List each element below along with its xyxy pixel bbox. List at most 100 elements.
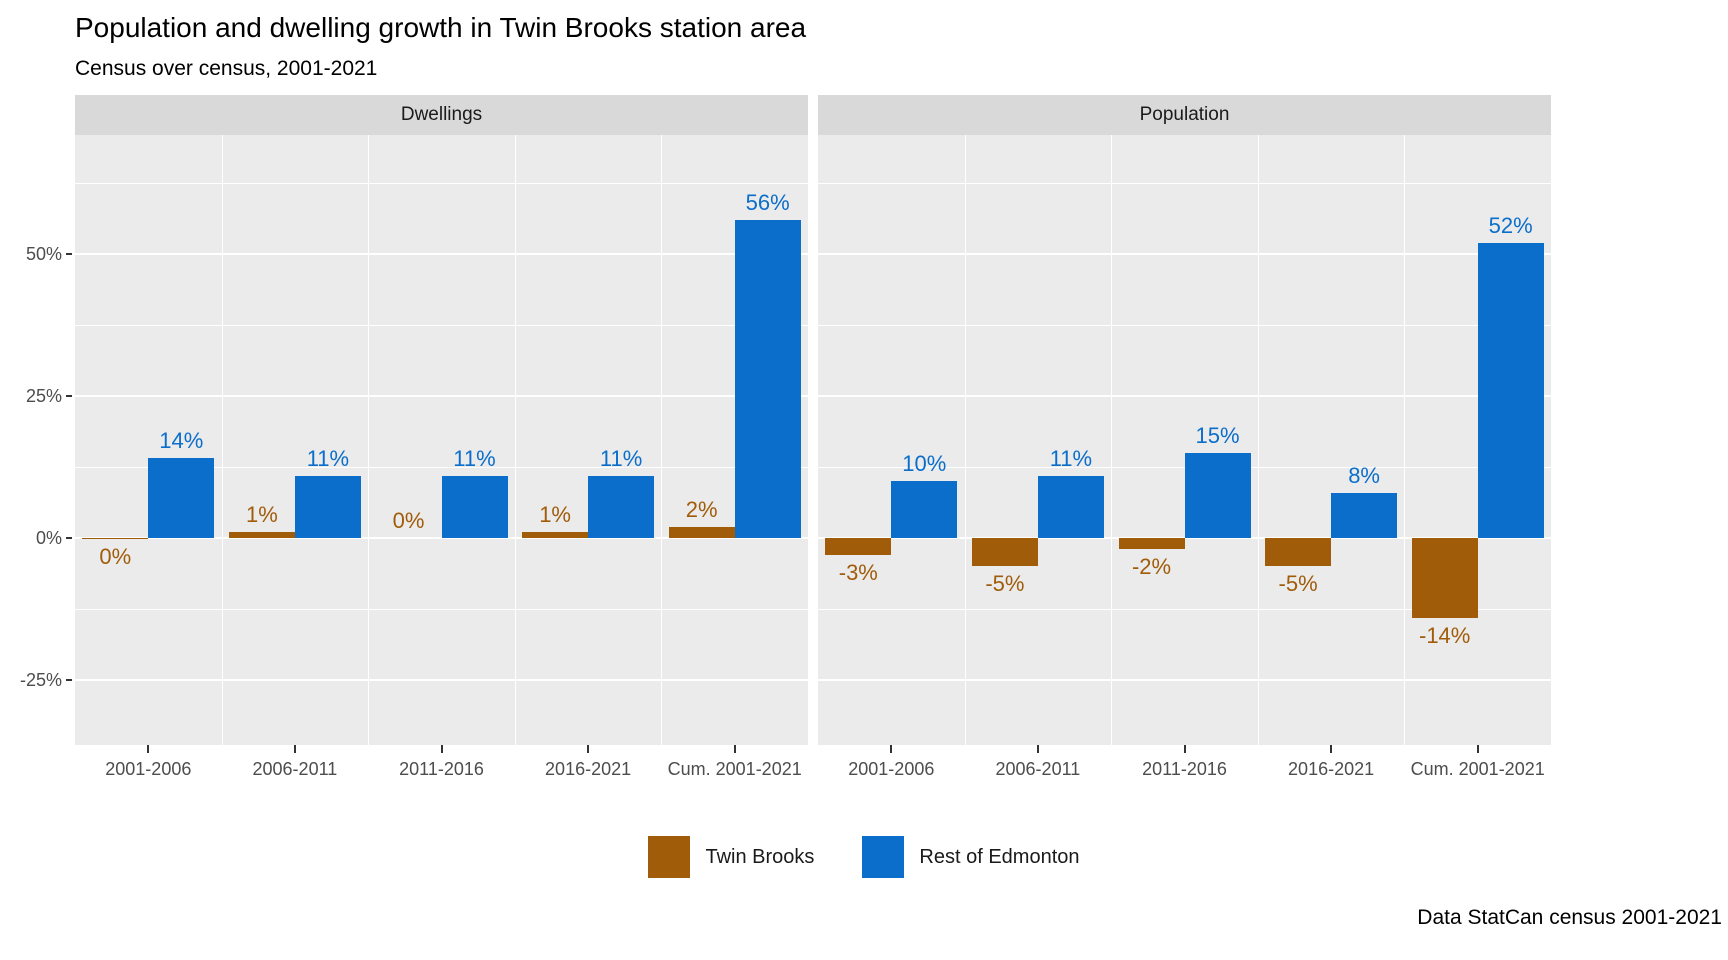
y-tick-label: 0% bbox=[35, 528, 62, 548]
minor-gridline bbox=[75, 183, 808, 184]
legend: Twin Brooks Rest of Edmonton bbox=[0, 836, 1728, 878]
legend-label: Twin Brooks bbox=[705, 845, 815, 868]
x-tick-mark bbox=[733, 745, 736, 753]
bar bbox=[588, 475, 655, 538]
minor-gridline bbox=[818, 183, 1551, 184]
bar-value-label: 56% bbox=[745, 189, 790, 215]
legend-label: Rest of Edmonton bbox=[919, 845, 1080, 868]
bar bbox=[441, 475, 508, 538]
x-tick-label: 2016-2021 bbox=[1288, 759, 1375, 779]
x-tick-mark bbox=[890, 745, 893, 753]
bar-value-label: -5% bbox=[985, 571, 1025, 597]
minor-gridline bbox=[75, 325, 808, 326]
bar bbox=[1411, 538, 1478, 618]
x-tick-mark bbox=[1330, 745, 1333, 753]
bar-value-label: 52% bbox=[1488, 212, 1533, 238]
bar-value-label: 1% bbox=[245, 502, 278, 528]
x-tick-mark bbox=[147, 745, 150, 753]
caption: Data StatCan census 2001-2021 bbox=[1417, 906, 1722, 929]
bar-value-label: 10% bbox=[902, 451, 947, 477]
y-tick-mark bbox=[66, 253, 72, 255]
bar bbox=[1118, 538, 1185, 550]
bar bbox=[228, 532, 295, 538]
x-tick-mark bbox=[1036, 745, 1039, 753]
x-tick-label: 2011-2016 bbox=[1142, 759, 1227, 779]
bar bbox=[825, 538, 892, 556]
bar bbox=[148, 458, 215, 538]
bar bbox=[668, 526, 735, 538]
major-gridline bbox=[818, 395, 1551, 397]
bar-value-label: -14% bbox=[1419, 622, 1471, 648]
chart-subtitle: Census over census, 2001-2021 bbox=[75, 57, 378, 80]
bar bbox=[971, 538, 1038, 567]
vertical-gridline bbox=[221, 135, 223, 745]
minor-gridline bbox=[818, 609, 1551, 610]
vertical-gridline bbox=[1257, 135, 1259, 745]
bar-value-label: 0% bbox=[99, 544, 132, 570]
major-gridline bbox=[75, 395, 808, 397]
y-tick-label: -25% bbox=[19, 670, 62, 690]
facet-panel: Dwellings 0% 1% 0% 1% 2% 14% 11% 11% 11% 56% 2001-2… bbox=[75, 95, 808, 797]
major-gridline bbox=[818, 679, 1551, 681]
y-tick-mark bbox=[66, 679, 72, 681]
vertical-gridline bbox=[368, 135, 370, 745]
bar bbox=[1477, 242, 1544, 538]
bar bbox=[1265, 538, 1332, 567]
vertical-gridline bbox=[514, 135, 516, 745]
x-tick-mark bbox=[587, 745, 590, 753]
bar-value-label: -2% bbox=[1131, 554, 1172, 580]
bar-value-label: 0% bbox=[392, 508, 425, 533]
legend-item: Twin Brooks bbox=[648, 836, 814, 878]
bar-value-label: -3% bbox=[838, 560, 878, 586]
vertical-gridline bbox=[1404, 135, 1406, 745]
minor-gridline bbox=[75, 467, 808, 468]
bar-value-label: 11% bbox=[306, 445, 350, 471]
y-tick-label: 50% bbox=[25, 244, 62, 264]
bar bbox=[82, 538, 149, 540]
vertical-gridline bbox=[1111, 135, 1113, 745]
x-tick-label: 2006-2011 bbox=[995, 759, 1081, 779]
chart-title: Population and dwelling growth in Twin B… bbox=[75, 12, 807, 43]
x-tick-label: 2001-2006 bbox=[105, 759, 192, 779]
legend-swatch bbox=[648, 836, 691, 878]
bar-value-label: 11% bbox=[453, 445, 496, 471]
bar bbox=[1037, 475, 1104, 538]
x-axis: 2001-2006 2006-2011 2011-2016 2016-2021 Cum.… bbox=[75, 745, 808, 797]
bar bbox=[1331, 492, 1398, 538]
plot-area: 0% 1% 0% 1% 2% 14% 11% 11% 11% 56% bbox=[75, 135, 808, 745]
y-tick-label: 25% bbox=[25, 386, 62, 406]
legend-item: Rest of Edmonton bbox=[862, 836, 1080, 878]
x-tick-label: 2016-2021 bbox=[545, 759, 632, 779]
y-tick-mark bbox=[66, 395, 72, 397]
bar-value-label: 8% bbox=[1348, 462, 1380, 488]
x-tick-label: Cum. 2001-2021 bbox=[1410, 759, 1545, 779]
vertical-gridline bbox=[964, 135, 966, 745]
facet-strip-label: Dwellings bbox=[75, 95, 808, 135]
facet-panel: Population -3% -5% -2% -5% -14% 10% 11% 15% 8% 52%… bbox=[818, 95, 1551, 797]
bar bbox=[891, 481, 958, 538]
x-tick-mark bbox=[1183, 745, 1186, 753]
bar-value-label: 14% bbox=[159, 428, 204, 454]
x-tick-mark bbox=[440, 745, 443, 753]
bar-value-label: 11% bbox=[1049, 445, 1093, 471]
x-tick-label: 2011-2016 bbox=[399, 759, 484, 779]
plot-area: -3% -5% -2% -5% -14% 10% 11% 15% 8% 52% bbox=[818, 135, 1551, 745]
x-axis: 2001-2006 2006-2011 2011-2016 2016-2021 Cum.… bbox=[818, 745, 1551, 797]
x-tick-mark bbox=[1476, 745, 1479, 753]
major-gridline bbox=[75, 679, 808, 681]
bar bbox=[522, 532, 589, 538]
vertical-gridline bbox=[661, 135, 663, 745]
major-gridline bbox=[818, 537, 1551, 539]
minor-gridline bbox=[818, 325, 1551, 326]
bar-value-label: 2% bbox=[685, 496, 718, 522]
y-tick-mark bbox=[66, 537, 72, 539]
minor-gridline bbox=[75, 609, 808, 610]
bar-value-label: 11% bbox=[599, 445, 643, 471]
legend-swatch bbox=[862, 836, 905, 878]
bar bbox=[294, 475, 361, 538]
bar bbox=[1184, 452, 1251, 538]
x-tick-label: 2006-2011 bbox=[252, 759, 338, 779]
major-gridline bbox=[75, 537, 808, 539]
major-gridline bbox=[818, 253, 1551, 255]
